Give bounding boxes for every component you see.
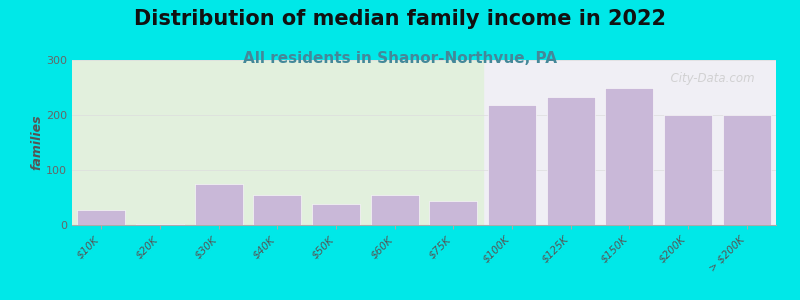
Bar (370, 195, 418, 225)
Bar (488, 105, 536, 225)
Bar (254, 195, 302, 225)
Bar (430, 201, 478, 225)
Bar (664, 115, 712, 225)
Bar (78, 210, 126, 225)
Bar (722, 115, 770, 225)
Bar (546, 98, 594, 225)
Bar (136, 224, 184, 225)
Text: City-Data.com: City-Data.com (663, 71, 755, 85)
Y-axis label: families: families (30, 115, 43, 170)
Bar (312, 204, 360, 225)
Bar (72, 60, 482, 225)
Bar (482, 60, 776, 225)
Bar (606, 88, 654, 225)
Bar (194, 184, 242, 225)
Text: Distribution of median family income in 2022: Distribution of median family income in … (134, 9, 666, 29)
Text: All residents in Shanor-Northvue, PA: All residents in Shanor-Northvue, PA (243, 51, 557, 66)
